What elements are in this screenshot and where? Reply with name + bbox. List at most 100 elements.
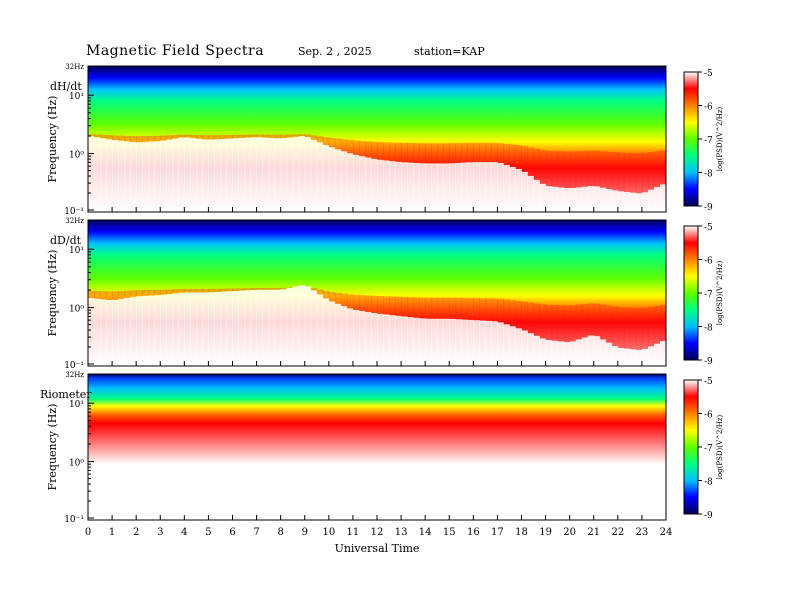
power-column: [389, 511, 396, 520]
power-column: [455, 319, 462, 366]
power-column: [575, 339, 583, 366]
red-band: [443, 143, 450, 164]
power-column: [328, 510, 336, 520]
power-column: [557, 187, 565, 212]
power-column: [605, 189, 613, 212]
power-column: [431, 318, 438, 366]
power-column: [659, 184, 667, 212]
red-band: [497, 143, 504, 164]
power-column: [635, 516, 643, 520]
power-column: [88, 136, 95, 212]
red-band: [244, 288, 252, 291]
power-column: [154, 141, 161, 212]
y-axis-label: Frequency (Hz): [46, 404, 59, 491]
power-column: [148, 141, 155, 212]
colorbar: [683, 71, 699, 207]
power-column: [509, 513, 516, 520]
power-column: [647, 346, 655, 366]
power-column: [208, 510, 215, 520]
colorbar-tick-label: -5: [704, 69, 713, 79]
colorbar-tick-label: -5: [704, 377, 713, 387]
power-column: [160, 294, 167, 366]
red-band: [112, 135, 119, 141]
red-band: [370, 295, 378, 313]
red-band: [274, 134, 282, 139]
red-band: [148, 289, 155, 296]
red-band: [653, 151, 661, 188]
red-band: [593, 150, 601, 187]
red-band: [407, 297, 414, 318]
power-column: [220, 510, 227, 520]
power-column: [437, 511, 444, 520]
red-band: [587, 303, 595, 336]
power-column: [106, 510, 113, 520]
figure-title: Magnetic Field Spectra: [86, 43, 265, 59]
red-band: [635, 153, 643, 194]
red-band: [611, 152, 619, 191]
red-band: [635, 308, 643, 350]
red-band: [449, 143, 456, 164]
figure-date: Sep. 2 , 2025: [298, 45, 372, 58]
power-column: [449, 511, 456, 520]
power-column: [190, 292, 197, 366]
red-band: [431, 143, 438, 164]
power-column: [653, 516, 661, 520]
power-column: [214, 139, 221, 212]
power-column: [407, 317, 414, 366]
power-column: [635, 193, 643, 212]
power-column: [250, 289, 258, 366]
power-column: [148, 295, 155, 366]
red-band: [118, 291, 125, 299]
power-column: [479, 162, 486, 212]
power-column: [340, 151, 348, 212]
red-band: [395, 296, 402, 316]
power-column: [262, 289, 270, 366]
power-column: [316, 510, 324, 520]
power-column: [431, 511, 438, 520]
x-tick-label: 18: [515, 527, 528, 538]
power-column: [166, 139, 173, 212]
top-frequency-label: 32Hz: [65, 217, 84, 225]
red-band: [575, 151, 583, 188]
power-column: [569, 188, 577, 212]
red-band: [395, 142, 402, 162]
power-column: [581, 515, 589, 520]
power-column: [136, 511, 143, 520]
power-column: [88, 510, 95, 520]
power-column: [449, 318, 456, 366]
power-column: [292, 286, 300, 366]
power-column: [244, 510, 252, 520]
power-column: [401, 316, 408, 366]
power-column: [551, 340, 559, 366]
power-column: [130, 511, 137, 520]
red-band: [280, 287, 288, 290]
power-column: [611, 190, 619, 212]
power-column: [316, 142, 324, 212]
red-band: [401, 142, 408, 163]
red-band: [581, 151, 589, 187]
power-column: [527, 333, 535, 366]
power-column: [575, 515, 583, 520]
red-band: [443, 297, 450, 319]
red-band: [184, 134, 191, 138]
power-column: [370, 312, 378, 366]
y-tick-label: 10¹: [69, 92, 84, 102]
y-tick-label: 10¹: [69, 246, 84, 256]
power-column: [94, 137, 101, 212]
red-band: [599, 304, 607, 340]
power-column: [611, 345, 619, 366]
red-band: [136, 136, 143, 143]
power-column: [557, 341, 565, 366]
red-band: [190, 134, 197, 139]
y-tick-label: 10⁻¹: [64, 361, 84, 371]
colorbar-tick-label: -6: [704, 103, 713, 113]
power-column: [364, 157, 372, 212]
red-band: [304, 134, 312, 138]
red-band: [587, 150, 595, 187]
power-column: [178, 292, 185, 366]
y-tick-label: 10⁻¹: [64, 207, 84, 217]
colorbar-tick-label: -8: [704, 170, 713, 180]
colorbar-tick-label: -7: [704, 444, 713, 454]
power-column: [196, 138, 203, 212]
red-band: [617, 152, 625, 192]
